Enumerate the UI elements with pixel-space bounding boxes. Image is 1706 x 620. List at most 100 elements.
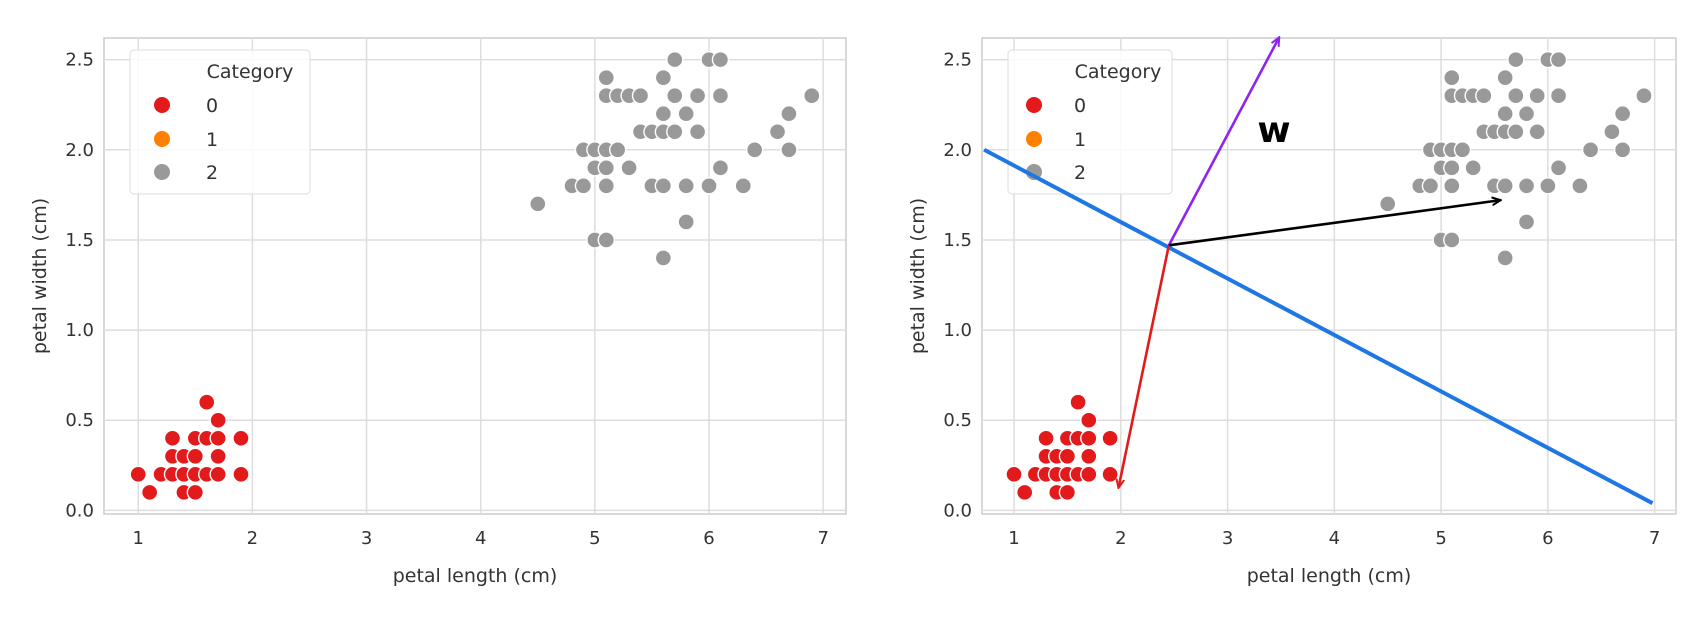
data-point (1005, 465, 1023, 484)
data-point (1496, 249, 1514, 267)
data-point (745, 141, 764, 159)
y-axis-label: petal width (cm) (29, 198, 51, 354)
data-point (768, 123, 787, 141)
data-point (1016, 483, 1034, 502)
red-vector-arrow (1119, 245, 1171, 487)
data-point (1421, 177, 1440, 195)
data-point (1443, 177, 1461, 195)
x-tick-label: 1 (133, 528, 144, 549)
data-point (1069, 393, 1087, 411)
data-point (209, 429, 227, 447)
legend-label-2: 2 (1074, 162, 1086, 184)
data-point (620, 159, 638, 177)
data-point (1496, 105, 1514, 123)
data-point (1443, 68, 1461, 87)
data-point (688, 123, 707, 141)
data-point (186, 483, 205, 502)
data-point (597, 231, 615, 249)
legend-marker-2 (154, 164, 170, 180)
data-point (1549, 50, 1568, 69)
legend: Category 0 1 2 (129, 49, 311, 195)
legend-box (1007, 49, 1173, 195)
data-point (1496, 68, 1514, 87)
data-point (1080, 465, 1098, 484)
x-tick-label: 5 (1435, 528, 1446, 549)
data-point (1443, 231, 1461, 249)
data-point (1453, 141, 1472, 159)
data-point (1507, 50, 1525, 69)
data-point (1058, 483, 1077, 502)
data-point (1571, 177, 1589, 195)
data-point (1101, 429, 1119, 447)
data-point (1507, 86, 1525, 105)
x-tick-label: 4 (475, 528, 486, 549)
y-tick-label: 1.0 (65, 320, 94, 341)
data-point (209, 411, 227, 429)
data-point (1464, 159, 1482, 177)
data-point (688, 86, 707, 105)
scatter-points (129, 50, 821, 502)
data-point (209, 465, 227, 484)
legend-box (129, 49, 311, 195)
legend-title: Category (1075, 61, 1162, 83)
data-point (1507, 123, 1525, 141)
data-point (1037, 429, 1055, 447)
data-point (597, 159, 615, 177)
x-tick-label: 2 (247, 528, 258, 549)
data-point (1613, 105, 1632, 123)
data-point (1058, 447, 1077, 466)
chart-left: 1 2 3 4 5 6 7 0.0 0.5 1.0 1.5 2.0 2.5 petal length … (29, 37, 847, 587)
legend-marker-0 (1026, 97, 1042, 113)
data-point (574, 177, 593, 195)
data-point (803, 86, 821, 105)
data-point (1517, 105, 1536, 123)
y-tick-label: 0.0 (943, 500, 972, 521)
x-tick-label: 1 (1008, 528, 1019, 549)
overlays (983, 38, 1654, 505)
data-point (1581, 141, 1600, 159)
x-tick-label: 5 (589, 528, 600, 549)
data-point (1528, 123, 1546, 141)
data-point (1080, 411, 1098, 429)
x-tick-labels: 1 2 3 4 5 6 7 (1008, 528, 1660, 549)
data-point (1379, 195, 1397, 213)
data-point (1101, 465, 1119, 484)
data-point (1603, 123, 1621, 141)
data-point (1475, 86, 1493, 105)
data-point (1549, 159, 1568, 177)
y-tick-label: 1.0 (943, 320, 972, 341)
data-point (1549, 86, 1568, 105)
data-point (1539, 177, 1557, 195)
y-tick-label: 2.5 (65, 50, 94, 71)
y-tick-label: 0.0 (65, 500, 94, 521)
data-point (232, 465, 250, 484)
x-axis-label: petal length (cm) (1247, 565, 1412, 587)
data-point (677, 105, 695, 123)
y-axis-label: petal width (cm) (907, 198, 929, 354)
x-tick-label: 3 (1222, 528, 1233, 549)
legend-title: Category (207, 61, 294, 83)
black-vector-arrow (1168, 200, 1500, 247)
data-point (1517, 177, 1536, 195)
data-point (711, 50, 730, 69)
y-tick-labels: 0.0 0.5 1.0 1.5 2.0 2.5 (943, 50, 972, 522)
data-point (140, 483, 159, 502)
x-tick-label: 3 (361, 528, 372, 549)
data-point (1443, 159, 1461, 177)
y-tick-label: 2.0 (65, 140, 94, 161)
data-point (654, 177, 673, 195)
data-point (209, 447, 227, 466)
data-point (677, 177, 695, 195)
data-point (1517, 213, 1536, 231)
data-point (1496, 177, 1514, 195)
y-tick-label: 2.0 (943, 140, 972, 161)
data-point (186, 447, 205, 466)
data-point (654, 105, 673, 123)
legend-marker-0 (154, 97, 170, 113)
data-point (1080, 429, 1098, 447)
y-tick-label: 0.5 (65, 410, 94, 431)
data-point (198, 393, 216, 411)
data-point (1080, 447, 1098, 466)
data-point (711, 86, 730, 105)
